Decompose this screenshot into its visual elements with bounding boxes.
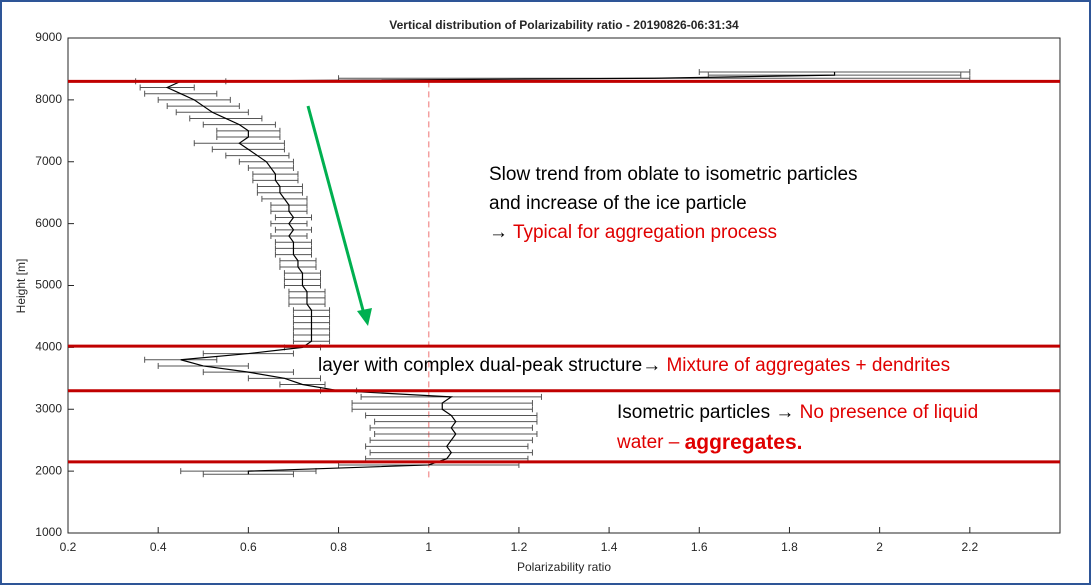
annotation: → Typical for aggregation process: [489, 222, 777, 243]
annotation-part: Isometric particles →: [617, 402, 794, 423]
y-tick-label: 6000: [35, 216, 62, 230]
annotation: and increase of the ice particle: [489, 193, 747, 214]
y-tick-label: 1000: [35, 525, 62, 539]
x-tick-label: 0.2: [60, 540, 77, 554]
y-tick-label: 2000: [35, 463, 62, 477]
y-tick-label: 9000: [35, 30, 62, 44]
y-tick-label: 7000: [35, 154, 62, 168]
x-tick-label: 2: [876, 540, 883, 554]
x-tick-label: 1.4: [601, 540, 618, 554]
annotation-part: Mixture of aggregates + dendrites: [666, 355, 950, 376]
arrow-shaft: [306, 105, 366, 315]
y-tick-label: 3000: [35, 401, 62, 415]
chart-title: Vertical distribution of Polarizability …: [389, 18, 739, 32]
annotation-part: water –: [616, 432, 685, 453]
x-tick-label: 0.8: [330, 540, 347, 554]
annotation-part: Typical for aggregation process: [513, 222, 777, 243]
arrow-head: [357, 308, 372, 326]
x-tick-label: 0.6: [240, 540, 257, 554]
plot-area: 0.2 0.4 0.6 0.8 1 1.2 1.4 1.6 1.8 2 2.2 1000 2000 300…: [35, 30, 1061, 554]
x-tick-label: 2.2: [961, 540, 978, 554]
annotation-part: No presence of liquid: [800, 402, 979, 423]
annotation-part: layer with complex dual-peak structure→: [318, 355, 661, 376]
trend-arrow: [306, 105, 372, 326]
x-tick-label: 1: [425, 540, 432, 554]
x-tick-label: 1.8: [781, 540, 798, 554]
annotation: Isometric particles → No presence of liq…: [617, 402, 978, 423]
y-tick-label: 4000: [35, 340, 62, 354]
y-axis-label: Height [m]: [14, 259, 28, 314]
annotation: water – aggregates.: [616, 431, 802, 454]
annotation: layer with complex dual-peak structure→ …: [318, 355, 950, 376]
x-tick-label: 1.6: [691, 540, 708, 554]
x-tick-label: 0.4: [150, 540, 167, 554]
annotations: Slow trend from oblate to isometric part…: [318, 164, 978, 454]
annotation-part: →: [489, 222, 508, 243]
profile-line: [165, 72, 836, 475]
y-tick-label: 5000: [35, 278, 62, 292]
annotation: Slow trend from oblate to isometric part…: [489, 164, 858, 185]
x-axis-label: Polarizability ratio: [517, 560, 611, 574]
annotation-part: aggregates.: [685, 431, 803, 454]
x-tick-label: 1.2: [511, 540, 528, 554]
y-tick-label: 8000: [35, 92, 62, 106]
